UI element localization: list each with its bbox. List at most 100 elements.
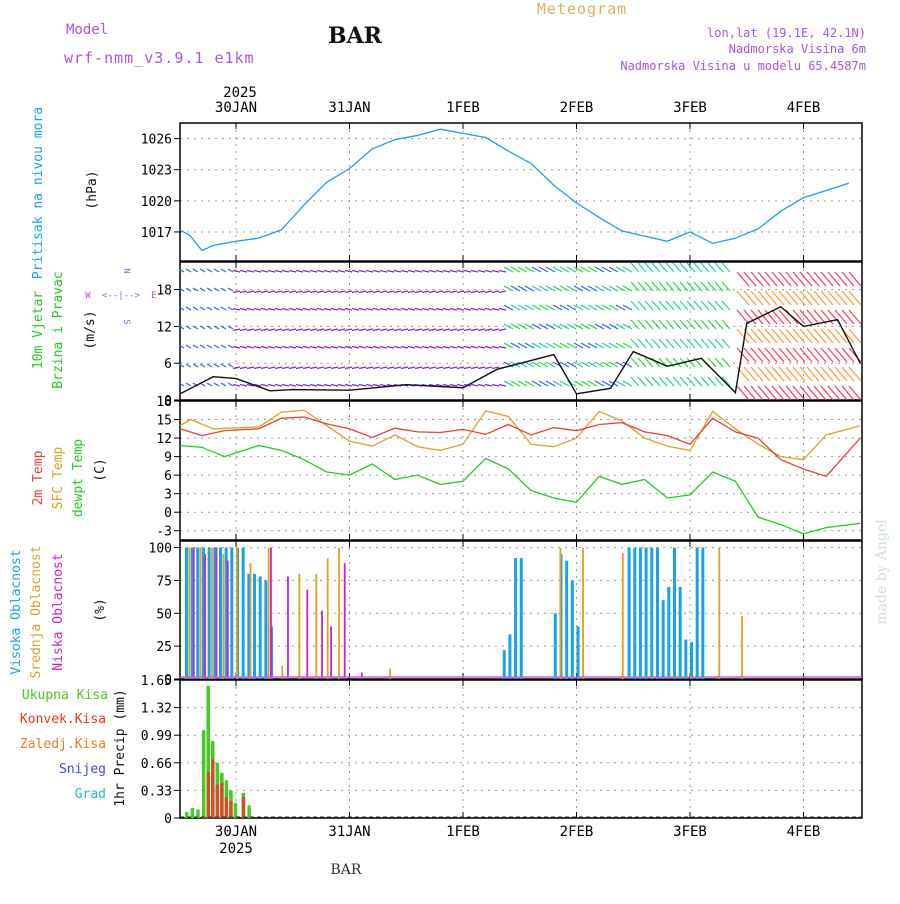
precip-legend-snow: Snijeg <box>59 762 106 777</box>
x-tick-label: 31JAN <box>328 100 370 116</box>
wind-arrow <box>309 269 318 273</box>
wind-arrow <box>743 366 757 382</box>
cloud-high-bar <box>258 576 262 679</box>
wind-arrow <box>365 366 374 370</box>
wind-arrow <box>538 285 549 292</box>
wind-arrow <box>573 266 584 273</box>
wind-arrow <box>463 345 472 349</box>
cloud-mid-bar <box>222 554 225 679</box>
wind-arrow <box>288 328 297 332</box>
precip-conv-bar <box>206 772 210 818</box>
wind-arrow <box>630 300 640 311</box>
wind-arrow <box>510 380 521 387</box>
wind-arrow <box>637 338 647 349</box>
wind-arrow <box>820 290 834 306</box>
wind-arrow <box>498 307 507 311</box>
cloud-high-bar <box>207 547 211 679</box>
pressure-panel-labels: Pritisak na nivou mora (hPa) <box>31 107 100 279</box>
wind-arrow <box>503 380 514 387</box>
wind-arrow <box>622 361 633 368</box>
wind-arrow <box>192 306 199 311</box>
wind-arrow <box>587 380 598 387</box>
wind-arrow <box>206 344 213 349</box>
wind-arrow <box>750 385 764 401</box>
wind-arrow <box>510 342 521 349</box>
wind-arrow <box>295 383 304 387</box>
wind-arrow <box>344 290 353 294</box>
wind-arrow <box>309 290 318 294</box>
wind-arrow <box>630 338 640 349</box>
wind-arrow <box>267 366 276 370</box>
wind-arrow <box>665 300 675 311</box>
wind-arrow <box>764 385 778 401</box>
wind-arrow <box>538 380 549 387</box>
wind-arrow <box>608 304 619 311</box>
wind-arrow <box>651 376 661 387</box>
x-tick-label: 1FEB <box>446 100 480 116</box>
wind-arrow <box>428 307 437 311</box>
wind-arrow <box>316 345 325 349</box>
cloud-low-bar <box>306 589 309 679</box>
wind-arrow <box>813 385 827 401</box>
wind-arrow <box>622 380 633 387</box>
wind-arrow <box>573 380 584 387</box>
wind-arrow <box>721 357 731 368</box>
wind-arrow <box>227 287 234 292</box>
cloud-mid-bar <box>621 552 624 679</box>
wind-arrow <box>421 328 430 332</box>
wind-arrow <box>253 328 262 332</box>
pressure-ylabel: (hPa) <box>85 170 100 209</box>
wind-arrow <box>757 309 771 325</box>
wind-arrow <box>232 269 241 273</box>
wind-arrow <box>386 269 395 273</box>
wind-arrow <box>693 281 703 292</box>
wind-arrow <box>337 345 346 349</box>
wind-arrow <box>344 307 353 311</box>
wind-arrow <box>834 271 848 287</box>
wind-arrow <box>414 328 423 332</box>
wind-arrow <box>185 363 192 368</box>
wind-arrow <box>379 328 388 332</box>
wind-arrow <box>260 307 269 311</box>
wind-arrow <box>503 304 514 311</box>
wind-arrow <box>531 342 542 349</box>
wind-arrow <box>827 366 841 382</box>
cloud-high-bar <box>633 547 637 679</box>
wind-arrow <box>491 290 500 294</box>
cloud-low-bar <box>226 560 229 679</box>
wind-arrow <box>622 285 633 292</box>
y-tick-label: 1023 <box>141 164 172 179</box>
wind-arrow <box>630 319 640 330</box>
wind-arrow <box>806 347 820 363</box>
wind-arrow <box>743 290 757 306</box>
cloud-low-bar <box>192 547 195 679</box>
wind-arrow <box>358 345 367 349</box>
precip-panel-labels: Ukupna Kisa Konvek.Kisa Zaledj.Kisa Snij… <box>20 688 128 807</box>
wind-arrow <box>442 307 451 311</box>
wind-arrow <box>365 383 374 387</box>
wind-arrow <box>848 328 862 344</box>
y-tick-label: 100 <box>149 542 172 557</box>
wind-arrow <box>351 307 360 311</box>
wind-arrow <box>372 307 381 311</box>
wind-arrow <box>714 281 724 292</box>
wind-arrow <box>693 376 703 387</box>
panel-frame <box>179 400 863 541</box>
wind-arrow <box>743 347 757 363</box>
wind-arrow <box>792 290 806 306</box>
wind-arrow <box>337 328 346 332</box>
x-tick-label: 1FEB <box>446 824 480 840</box>
wind-arrow <box>658 338 668 349</box>
wind-arrow <box>199 363 206 368</box>
wind-arrow <box>246 366 255 370</box>
wind-arrow <box>484 269 493 273</box>
wind-arrow <box>323 307 332 311</box>
wind-arrow <box>178 382 185 387</box>
wind-arrow <box>253 269 262 273</box>
year-label: 2025 <box>219 841 253 857</box>
wind-arrow <box>813 347 827 363</box>
wind-arrow <box>232 383 241 387</box>
wind-arrow <box>806 385 820 401</box>
wind-arrow <box>686 319 696 330</box>
